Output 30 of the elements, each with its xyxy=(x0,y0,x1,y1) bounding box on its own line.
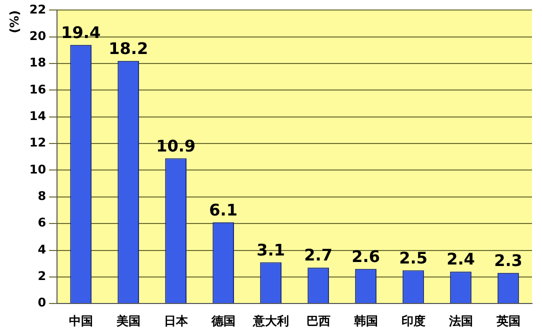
y-tick-label: 8 xyxy=(38,189,46,204)
y-axis-title: (%) xyxy=(7,10,22,34)
y-tick-label: 10 xyxy=(29,162,46,176)
data-label: 2.4 xyxy=(446,250,475,269)
y-tick-label: 6 xyxy=(38,216,46,230)
y-tick-label: 18 xyxy=(29,56,46,70)
y-tick-label: 4 xyxy=(38,242,46,256)
y-tick-label: 12 xyxy=(29,136,46,150)
y-tick-label: 0 xyxy=(38,296,46,310)
x-tick-label: 德国 xyxy=(210,314,236,328)
y-tick-label: 20 xyxy=(29,29,46,43)
x-tick-label: 美国 xyxy=(115,314,140,328)
x-tick-label: 韩国 xyxy=(352,314,378,328)
x-tick-label: 巴西 xyxy=(306,314,330,328)
x-tick-label: 中国 xyxy=(68,314,93,328)
y-tick-label: 2 xyxy=(38,269,46,284)
y-tick-label: 16 xyxy=(29,82,46,96)
y-tick-label: 14 xyxy=(29,109,46,124)
x-tick-label: 英国 xyxy=(495,314,520,328)
y-tick-label: 22 xyxy=(29,2,46,16)
data-label: 6.1 xyxy=(209,200,238,220)
x-tick-label: 法国 xyxy=(448,314,473,328)
data-label: 2.7 xyxy=(304,246,332,265)
x-tick-label: 日本 xyxy=(164,314,189,328)
data-label: 2.6 xyxy=(352,247,380,266)
x-tick-label: 印度 xyxy=(401,314,426,328)
data-label: 2.5 xyxy=(399,248,428,268)
data-label: 18.2 xyxy=(108,39,148,58)
data-label: 2.3 xyxy=(494,251,522,270)
x-tick-label: 意大利 xyxy=(252,314,289,328)
